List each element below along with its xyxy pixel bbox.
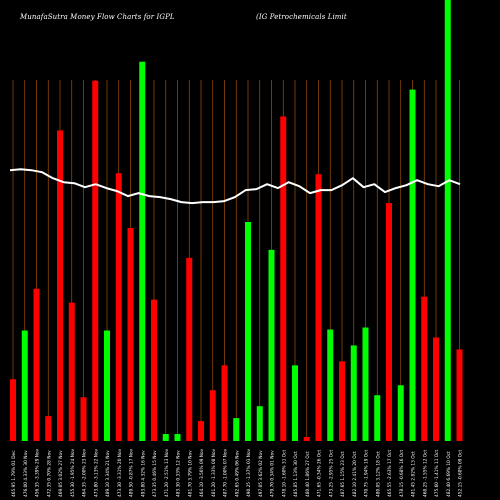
x-tick-label: 456.35 -3.39% 29 Nov <box>35 448 41 497</box>
x-tick-label: 468.25 -1.55% 12 Oct <box>422 449 428 497</box>
x-tick-label: 472.35 0.70% 28 Nov <box>46 450 52 497</box>
bar-11 <box>127 227 134 441</box>
x-tick-label: 487.65 1.15% 23 Oct <box>340 451 346 497</box>
x-tick-label: 455.30 -1.95% 24 Nov <box>70 448 76 497</box>
x-tick-label: 464.10 -3.56% 09 Nov <box>199 448 205 497</box>
money-flow-bars <box>10 0 463 442</box>
bar-14 <box>162 434 169 441</box>
x-tick-label: 471.65 -0.34% 26 Oct <box>317 449 323 497</box>
bar-22 <box>256 406 263 441</box>
bar-36 <box>421 296 428 441</box>
bar-17 <box>198 421 204 441</box>
bar-39 <box>456 349 463 441</box>
bar-34 <box>397 385 404 441</box>
x-tick-label: 475.60 -1.41% 11 Oct <box>434 449 440 497</box>
x-tick-label: 482.10 2.41% 20 Oct <box>352 451 358 497</box>
bar-12 <box>139 61 146 441</box>
bar-2 <box>21 330 28 441</box>
bar-3 <box>33 288 40 441</box>
bar-8 <box>92 80 99 441</box>
x-tick-label: 476.00 4.33% 30 Nov <box>23 450 29 497</box>
bar-13 <box>151 299 157 441</box>
bar-23 <box>268 249 275 441</box>
x-tick-label: 497.05 3.62% 02 Nov <box>258 450 264 497</box>
x-tick-label: 473.35 0.46% 15 Nov <box>152 450 158 497</box>
bar-7 <box>80 397 87 441</box>
bar-33 <box>386 203 392 441</box>
x-tick-label: 489.50 -0.87% 17 Nov <box>129 448 135 497</box>
bar-21 <box>245 221 251 441</box>
x-tick-label: 479.70 0.34% 01 Nov <box>270 450 276 497</box>
bar-25 <box>292 365 298 441</box>
x-tick-label: 485.85 1.13% 30 Oct <box>293 451 299 497</box>
chart-title: MunafaSutra Money Flow Charts for IGPL <box>20 13 175 21</box>
x-tick-label: 481.20 -1.33% 08 Nov <box>211 448 217 497</box>
money-flow-line <box>9 168 461 205</box>
x-tick-label: 470.75 -1.94% 19 Oct <box>364 449 370 497</box>
x-tick-label: 482.40 6.69% 10 Oct <box>446 451 452 497</box>
bar-1 <box>10 379 16 441</box>
x-tick-label: 493.80 4.32% 16 Nov <box>140 450 146 497</box>
bar-15 <box>174 434 181 441</box>
x-tick-label: 464.35 -2.00% 23 Nov <box>82 448 88 497</box>
x-tick-label: 473.80 -3.13% 22 Nov <box>93 448 99 497</box>
x-tick-label: 480.40 1.86% 27 Oct <box>305 451 311 497</box>
bar-38 <box>444 0 451 441</box>
chart-subtitle: (IG Petrochemicals Limit <box>256 13 347 21</box>
bar-29 <box>339 361 345 441</box>
bar-27 <box>315 174 322 441</box>
x-tick-label: 489.10 3.34% 21 Nov <box>105 450 111 497</box>
bar-37 <box>433 337 439 441</box>
bar-32 <box>374 395 381 441</box>
x-tick-label: 481.45 2.82% 13 Oct <box>411 451 417 497</box>
x-tick-label: 483.30 0.33% 12 Nov <box>176 450 182 497</box>
x-tick-label: 490.25 -1.37% 03 Nov <box>246 448 252 497</box>
x-tick-label: 481.70 3.79% 10 Nov <box>187 450 193 497</box>
x-tick-label: 492.65 0.49% 06 Nov <box>234 450 240 497</box>
bar-16 <box>186 257 193 441</box>
bar-35 <box>409 89 416 441</box>
bar-18 <box>209 390 216 441</box>
x-tick-label: 473.30 -3.31% 20 Nov <box>117 448 123 497</box>
bar-28 <box>327 329 334 441</box>
bar-24 <box>280 116 287 441</box>
x-tick-label: 478.15 -0.68% 16 Oct <box>399 449 405 497</box>
x-tick-label: 465.95 1.79% 01 Dec <box>11 450 17 497</box>
bar-26 <box>303 437 310 441</box>
grid-lines <box>12 80 460 441</box>
x-tick-label: 471.20 -2.51% 13 Nov <box>164 448 170 497</box>
bar-4 <box>45 416 52 441</box>
bar-10 <box>115 173 122 441</box>
money-flow-line-group <box>9 168 461 205</box>
bar-30 <box>350 345 357 441</box>
bar-5 <box>57 130 63 442</box>
x-tick-label: 478.10 -1.60% 31 Oct <box>281 449 287 497</box>
x-tick-label: 465.55 -2.63% 17 Oct <box>387 449 393 497</box>
bar-31 <box>362 327 369 441</box>
x-tick-label: 480.05 3.12% 18 Oct <box>375 451 381 497</box>
x-tick-label: 473.25 -2.95% 25 Oct <box>328 449 334 497</box>
bar-6 <box>68 302 75 441</box>
bar-20 <box>233 418 240 441</box>
x-tick-label: 469.05 3.02% 27 Nov <box>58 450 64 497</box>
bar-19 <box>221 365 228 441</box>
x-axis-labels: 465.95 1.79% 01 Dec 476.00 4.33% 30 Nov 45… <box>11 448 464 497</box>
x-tick-label: 452.15 -0.68% 09 Oct <box>458 449 464 497</box>
x-tick-label: 487.70 -1.00% 07 Nov <box>223 448 229 497</box>
bar-9 <box>104 330 110 441</box>
